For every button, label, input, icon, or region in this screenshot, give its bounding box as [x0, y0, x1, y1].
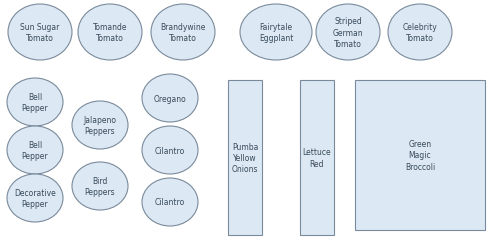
Text: Fairytale
Eggplant: Fairytale Eggplant — [259, 23, 293, 43]
Text: Striped
German
Tomato: Striped German Tomato — [333, 17, 363, 48]
Text: Green
Magic
Broccoli: Green Magic Broccoli — [405, 140, 435, 171]
Text: Celebrity
Tomato: Celebrity Tomato — [403, 23, 437, 43]
Ellipse shape — [316, 5, 380, 61]
Ellipse shape — [78, 5, 142, 61]
Ellipse shape — [72, 162, 128, 210]
Ellipse shape — [142, 178, 198, 226]
Ellipse shape — [151, 5, 215, 61]
Text: Pumba
Yellow
Onions: Pumba Yellow Onions — [232, 142, 258, 174]
Ellipse shape — [240, 5, 312, 61]
Text: Oregano: Oregano — [154, 94, 186, 103]
Text: Sun Sugar
Tomato: Sun Sugar Tomato — [21, 23, 60, 43]
Text: Lettuce
Red: Lettuce Red — [303, 148, 331, 168]
Ellipse shape — [8, 5, 72, 61]
Ellipse shape — [142, 126, 198, 174]
Text: Bell
Pepper: Bell Pepper — [22, 92, 48, 112]
Ellipse shape — [7, 79, 63, 126]
Ellipse shape — [388, 5, 452, 61]
Text: Bell
Pepper: Bell Pepper — [22, 140, 48, 160]
Bar — [300, 81, 334, 235]
Text: Brandywine
Tomato: Brandywine Tomato — [160, 23, 206, 43]
Ellipse shape — [142, 75, 198, 122]
Text: Jalapeno
Peppers: Jalapeno Peppers — [84, 116, 117, 136]
Text: Cilantro: Cilantro — [155, 146, 185, 155]
Text: Decorative
Pepper: Decorative Pepper — [14, 188, 56, 208]
Bar — [228, 81, 262, 235]
Bar — [355, 81, 485, 230]
Text: Cilantro: Cilantro — [155, 198, 185, 207]
Text: Bird
Peppers: Bird Peppers — [85, 176, 115, 196]
Ellipse shape — [7, 174, 63, 222]
Ellipse shape — [7, 126, 63, 174]
Text: Tomande
Tomato: Tomande Tomato — [93, 23, 127, 43]
Ellipse shape — [72, 102, 128, 150]
